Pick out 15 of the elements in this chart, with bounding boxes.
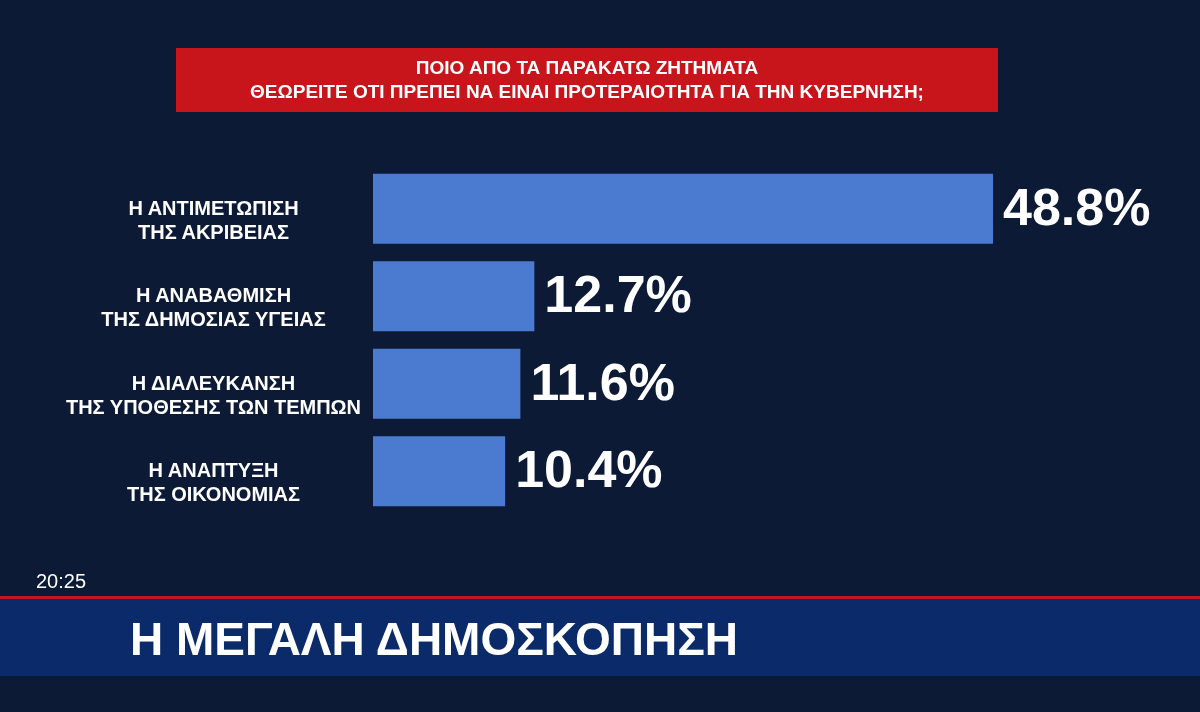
y-tick-label: Η ΑΝΑΒΑΘΜΙΣΗ ΤΗΣ ΔΗΜΟΣΙΑΣ ΥΓΕΙΑΣ — [101, 284, 326, 331]
text: Η ΜΕΓΑΛΗ ΔΗΜΟΣΚΟΠΗΣΗ — [0, 596, 1200, 676]
data-label: 12.7% — [544, 265, 692, 324]
y-tick-label: Η ΑΝΑΠΤΥΞΗ ΤΗΣ ΟΙΚΟΝΟΜΙΑΣ — [126, 459, 301, 506]
bar — [373, 436, 506, 507]
bar — [373, 261, 535, 332]
data-label: 48.8% — [1003, 177, 1151, 236]
bar — [373, 348, 521, 419]
data-label: 11.6% — [530, 352, 675, 411]
data-label: 10.4% — [515, 440, 663, 499]
text: 20:25 — [36, 570, 87, 593]
y-tick-label: Η ΔΙΑΛΕΥΚΑΝΣΗ ΤΗΣ ΥΠΟΘΕΣΗΣ ΤΩΝ ΤΕΜΠΩΝ — [65, 371, 362, 418]
bar — [373, 173, 993, 244]
chart-title: ΠΟΙΟ ΑΠΟ ΤΑ ΠΑΡΑΚΑΤΩ ΖΗΤΗΜΑΤΑ ΘΕΩΡΕΙΤΕ ΟΤΙ ΠΡΕΠΕΙ ΝΑ ΕΙΝΑΙ ΠΡΟΤΕΡΑΙΟΤΗΤΑ ΓΙΑ ΤΗΝ ΚΥΒΕΡΝΗΣΗ; — [176, 48, 998, 112]
y-tick-label: Η ΑΝΤΙΜΕΤΩΠΙΣΗ ΤΗΣ ΑΚΡΙΒΕΙΑΣ — [128, 196, 299, 243]
